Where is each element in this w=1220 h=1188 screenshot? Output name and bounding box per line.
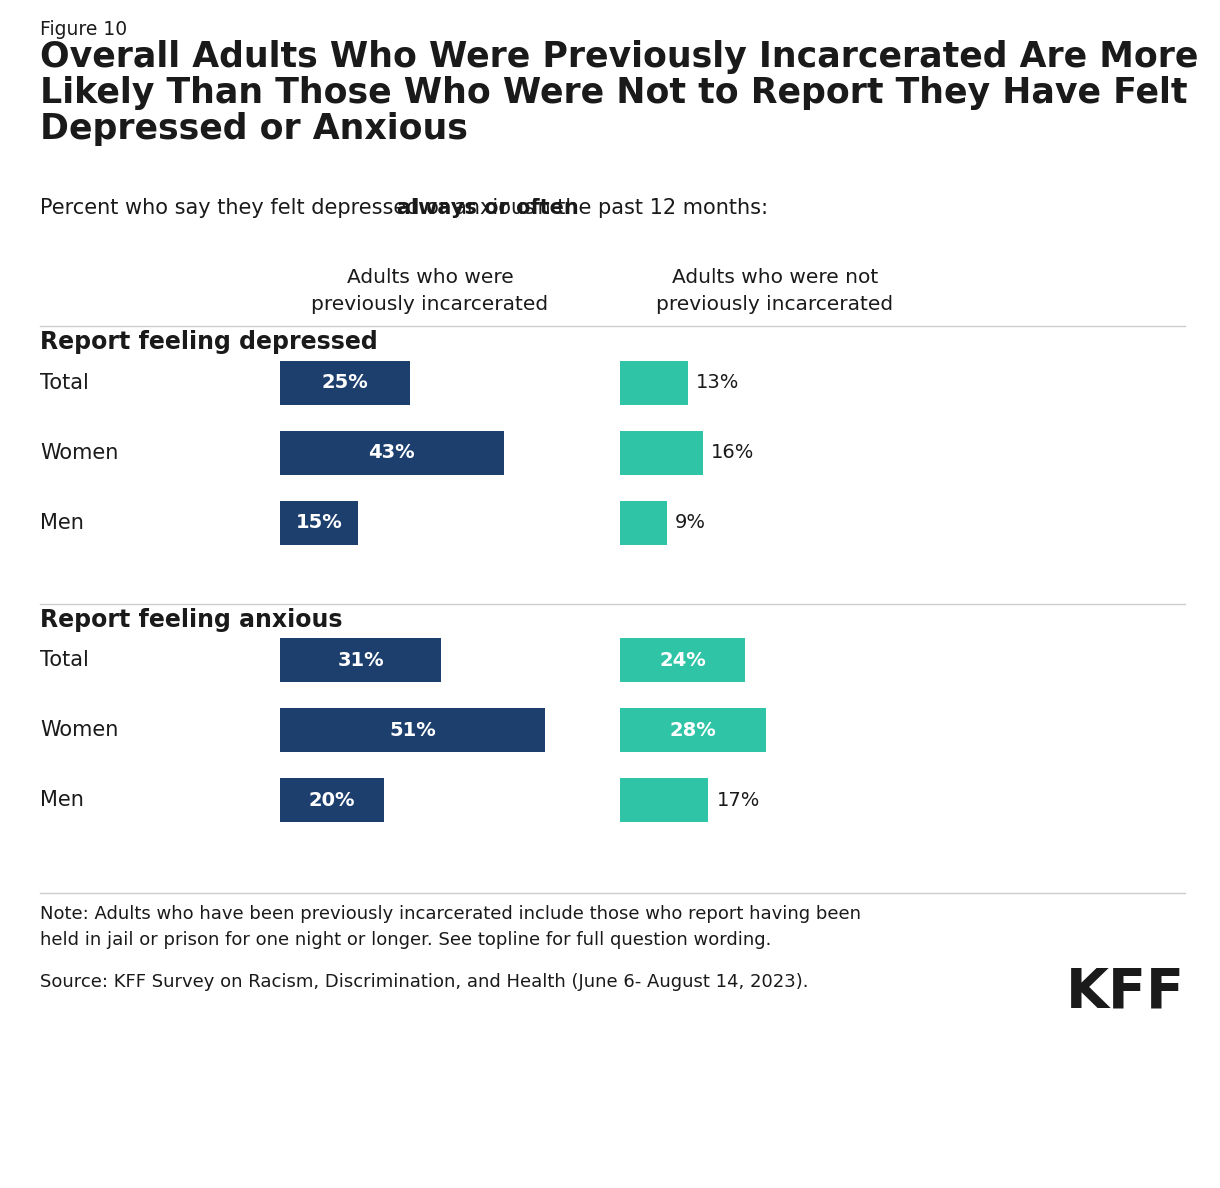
Text: 15%: 15% [295,513,343,532]
Text: 16%: 16% [711,443,755,462]
Text: Men: Men [40,790,84,810]
Bar [281,501,357,545]
Bar [620,638,744,682]
Text: 25%: 25% [322,373,368,392]
Text: Women: Women [40,443,118,463]
Text: 20%: 20% [309,790,355,809]
Text: 24%: 24% [659,651,706,670]
Text: Report feeling depressed: Report feeling depressed [40,330,378,354]
Bar [281,708,545,752]
Text: 28%: 28% [670,720,716,739]
Text: KFF: KFF [1066,965,1185,1019]
Text: Overall Adults Who Were Previously Incarcerated Are More: Overall Adults Who Were Previously Incar… [40,40,1198,74]
Bar [281,361,410,405]
Bar [281,638,442,682]
Text: Note: Adults who have been previously incarcerated include those who report havi: Note: Adults who have been previously in… [40,905,861,949]
Text: 51%: 51% [389,720,436,739]
Text: Depressed or Anxious: Depressed or Anxious [40,112,468,146]
Bar [620,778,709,822]
Text: Total: Total [40,373,89,393]
Bar [620,431,703,475]
Bar [281,778,384,822]
Text: Total: Total [40,650,89,670]
Text: 31%: 31% [337,651,384,670]
Text: Report feeling anxious: Report feeling anxious [40,608,343,632]
Bar [620,361,688,405]
Text: Women: Women [40,720,118,740]
Text: Men: Men [40,513,84,533]
Text: Adults who were
previously incarcerated: Adults who were previously incarcerated [311,268,549,314]
Text: 13%: 13% [695,373,739,392]
Text: in the past 12 months:: in the past 12 months: [525,198,769,219]
Text: Likely Than Those Who Were Not to Report They Have Felt: Likely Than Those Who Were Not to Report… [40,76,1187,110]
Text: always or often: always or often [396,198,578,219]
Text: Adults who were not
previously incarcerated: Adults who were not previously incarcera… [656,268,893,314]
Bar [620,501,667,545]
Bar [281,431,504,475]
Text: 9%: 9% [675,513,706,532]
Text: 43%: 43% [368,443,415,462]
Text: Percent who say they felt depressed or anxious: Percent who say they felt depressed or a… [40,198,542,219]
Text: 17%: 17% [716,790,760,809]
Text: Source: KFF Survey on Racism, Discrimination, and Health (June 6- August 14, 202: Source: KFF Survey on Racism, Discrimina… [40,973,809,991]
Bar [620,708,766,752]
Text: Figure 10: Figure 10 [40,20,127,39]
